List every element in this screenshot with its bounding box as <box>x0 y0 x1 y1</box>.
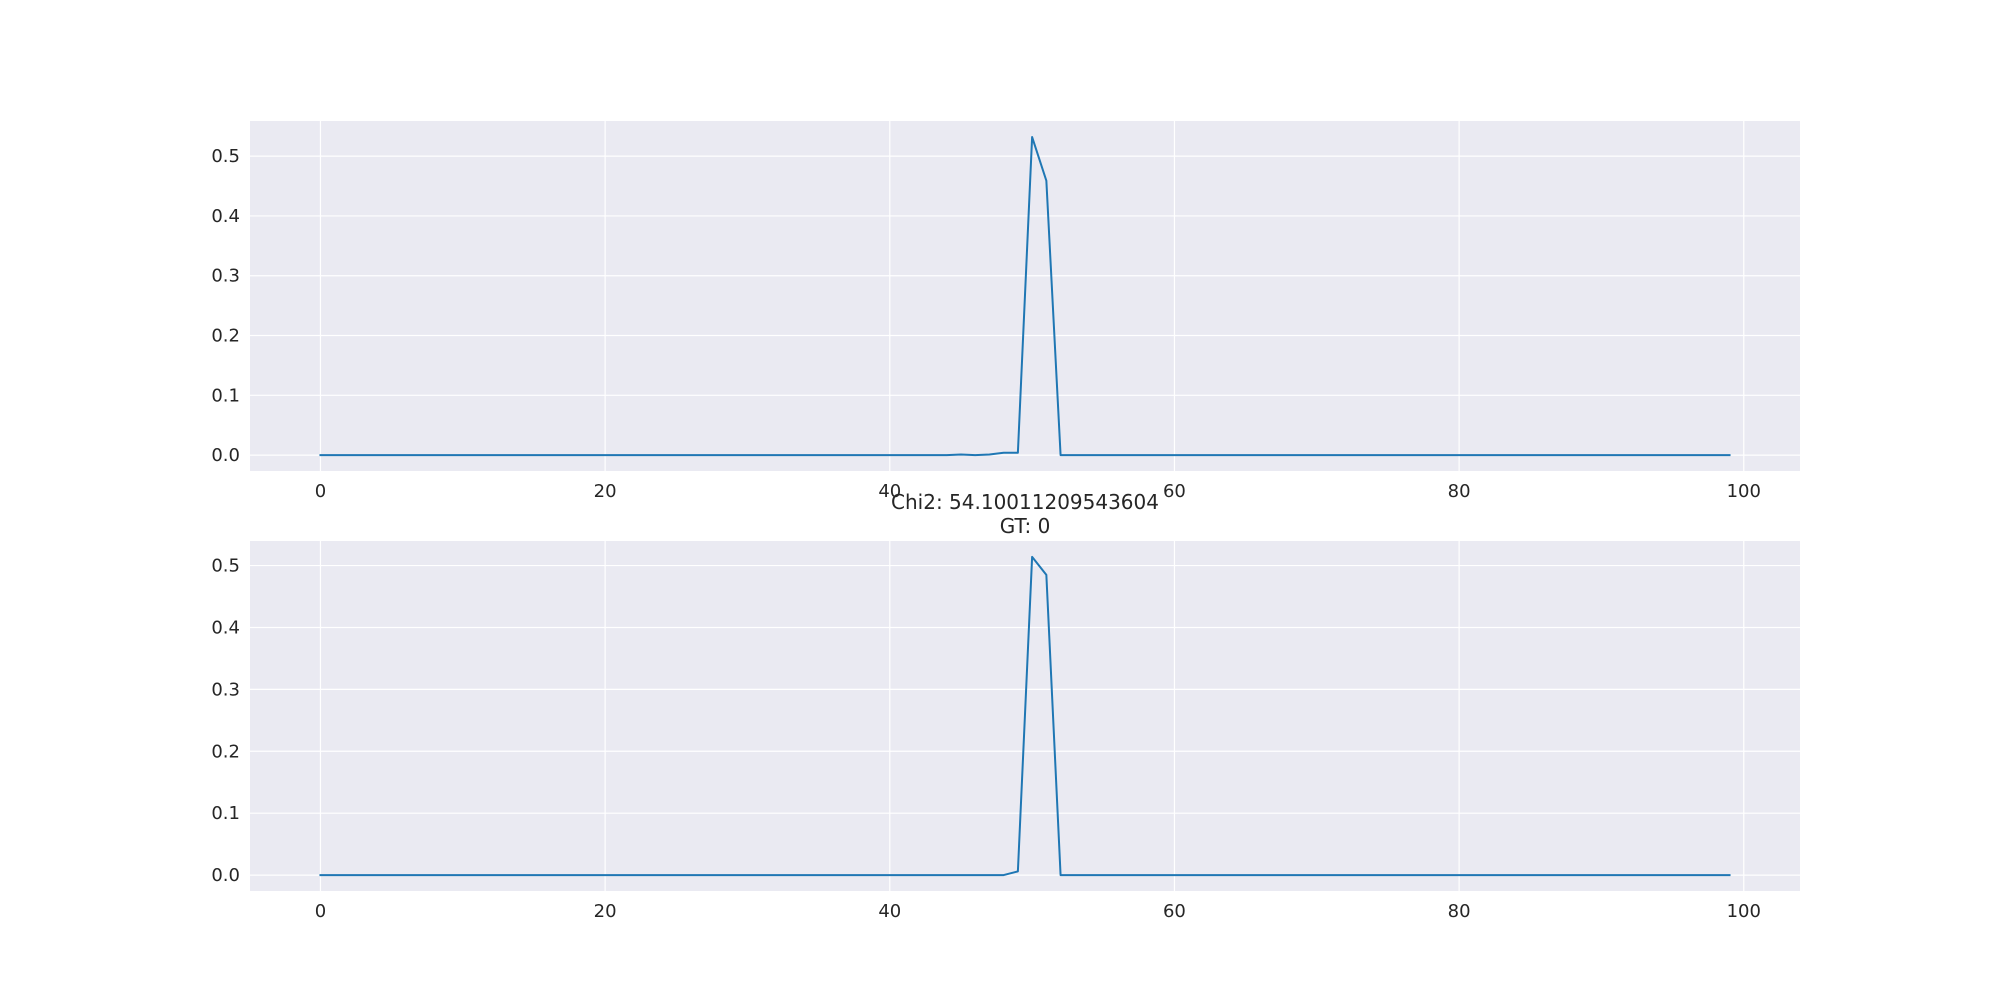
y-tick-label: 0.5 <box>211 146 240 167</box>
x-tick-label: 0 <box>315 481 326 502</box>
x-tick-label: 40 <box>878 481 901 502</box>
y-tick-label: 0.0 <box>211 445 240 466</box>
x-tick-label: 20 <box>594 481 617 502</box>
y-tick-label: 0.4 <box>211 617 240 638</box>
x-tick-label: 60 <box>1163 901 1186 922</box>
x-tick-label: 80 <box>1448 481 1471 502</box>
y-tick-label: 0.3 <box>211 266 240 287</box>
x-tick-label: 60 <box>1163 481 1186 502</box>
y-tick-label: 0.4 <box>211 206 240 227</box>
y-tick-label: 0.2 <box>211 326 240 347</box>
y-tick-label: 0.1 <box>211 803 240 824</box>
chart-title-line: Chi2: 54.10011209543604 <box>891 490 1159 514</box>
series-line <box>319 136 1731 457</box>
x-tick-label: 100 <box>1727 481 1761 502</box>
y-tick-label: 0.0 <box>211 865 240 886</box>
y-tick-label: 0.2 <box>211 741 240 762</box>
series-line <box>319 555 1731 877</box>
x-tick-label: 40 <box>878 901 901 922</box>
y-tick-label: 0.1 <box>211 385 240 406</box>
y-tick-label: 0.3 <box>211 679 240 700</box>
x-tick-label: 0 <box>315 901 326 922</box>
x-tick-label: 20 <box>594 901 617 922</box>
chart-panel-2: 0 20 40 60 80 100 0.0 0.1 0.2 0.3 0.4 0.5 Chi2: 54.1… <box>211 490 1800 922</box>
y-tick-label: 0.5 <box>211 556 240 577</box>
x-tick-label: 80 <box>1448 901 1471 922</box>
chart-title-line: GT: 0 <box>1000 514 1051 538</box>
x-tick-label: 100 <box>1727 901 1761 922</box>
chart-panel-1: 0 20 40 60 80 100 0.0 0.1 0.2 0.3 0.4 0.5 <box>211 121 1800 502</box>
